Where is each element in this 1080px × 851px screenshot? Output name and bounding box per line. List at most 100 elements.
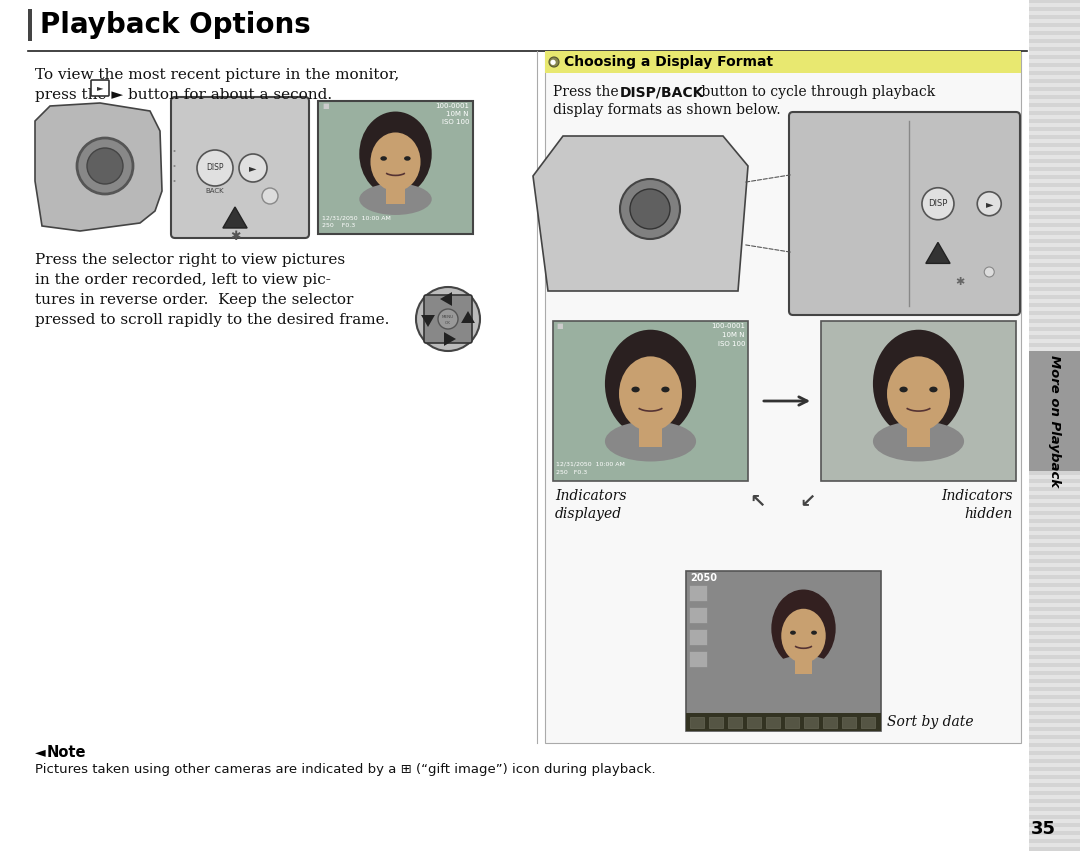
- Bar: [1029, 675, 1080, 679]
- Bar: [1029, 547, 1080, 551]
- Bar: [1029, 183, 1080, 187]
- Circle shape: [630, 189, 670, 229]
- Bar: [1029, 59, 1080, 63]
- Bar: [545, 51, 1021, 73]
- Bar: [1029, 767, 1080, 771]
- Bar: [1029, 543, 1080, 547]
- Circle shape: [922, 188, 954, 220]
- Bar: [1029, 839, 1080, 843]
- Ellipse shape: [360, 183, 432, 215]
- Bar: [1029, 203, 1080, 207]
- Bar: [1029, 655, 1080, 659]
- Bar: [689, 651, 707, 667]
- Text: Sort by date: Sort by date: [887, 715, 974, 729]
- Bar: [1029, 567, 1080, 571]
- Bar: [1029, 775, 1080, 779]
- Circle shape: [416, 287, 480, 351]
- Text: Note: Note: [48, 745, 86, 760]
- Bar: [1029, 379, 1080, 383]
- Bar: [821, 321, 1016, 481]
- Bar: [28, 9, 32, 41]
- Text: 2050: 2050: [690, 573, 717, 583]
- Bar: [1029, 787, 1080, 791]
- Ellipse shape: [771, 655, 836, 685]
- Bar: [1029, 375, 1080, 379]
- Bar: [1029, 147, 1080, 151]
- Text: 12/31/2050  10:00 AM: 12/31/2050 10:00 AM: [322, 215, 391, 220]
- Text: Playback Options: Playback Options: [40, 11, 311, 39]
- Text: More on Playback: More on Playback: [1048, 355, 1061, 487]
- Bar: [1029, 687, 1080, 691]
- Ellipse shape: [370, 133, 420, 191]
- Bar: [1029, 71, 1080, 75]
- Bar: [1029, 223, 1080, 227]
- Bar: [1029, 411, 1080, 415]
- Circle shape: [984, 267, 995, 277]
- Bar: [1029, 559, 1080, 563]
- Bar: [1029, 95, 1080, 99]
- Bar: [766, 717, 780, 728]
- Ellipse shape: [811, 631, 816, 635]
- Bar: [1029, 307, 1080, 311]
- Bar: [1029, 247, 1080, 251]
- Circle shape: [77, 138, 133, 194]
- Bar: [1029, 643, 1080, 647]
- Bar: [1029, 771, 1080, 775]
- Bar: [329, 111, 461, 224]
- Bar: [1029, 215, 1080, 219]
- Bar: [1029, 207, 1080, 211]
- Text: 12/31/2050  10:00 AM: 12/31/2050 10:00 AM: [556, 462, 625, 467]
- Bar: [1029, 747, 1080, 751]
- Bar: [1029, 571, 1080, 575]
- Bar: [1029, 695, 1080, 699]
- Bar: [1029, 555, 1080, 559]
- Bar: [1029, 311, 1080, 315]
- Bar: [1029, 279, 1080, 283]
- Bar: [1029, 155, 1080, 159]
- Text: 10M N: 10M N: [446, 111, 469, 117]
- Bar: [1029, 139, 1080, 143]
- Polygon shape: [35, 103, 162, 231]
- Text: ISO 100: ISO 100: [717, 341, 745, 347]
- Bar: [1029, 63, 1080, 67]
- Bar: [907, 415, 930, 447]
- Text: press the ► button for about a second.: press the ► button for about a second.: [35, 88, 333, 102]
- Bar: [1029, 811, 1080, 815]
- Bar: [1029, 531, 1080, 535]
- Bar: [1029, 79, 1080, 83]
- Text: 250    F0.3: 250 F0.3: [322, 223, 355, 228]
- Bar: [1029, 199, 1080, 203]
- Text: ✱: ✱: [956, 277, 964, 287]
- FancyBboxPatch shape: [789, 112, 1020, 315]
- Bar: [1029, 627, 1080, 631]
- Bar: [1029, 127, 1080, 131]
- Text: ►: ►: [249, 163, 257, 173]
- Bar: [1029, 551, 1080, 555]
- Text: ►: ►: [985, 199, 993, 208]
- Text: ●: ●: [550, 59, 556, 65]
- Bar: [1029, 807, 1080, 811]
- Ellipse shape: [619, 357, 681, 431]
- Bar: [1029, 35, 1080, 39]
- Bar: [1029, 419, 1080, 423]
- Bar: [1029, 31, 1080, 35]
- Bar: [1029, 363, 1080, 367]
- Text: OK: OK: [445, 321, 451, 325]
- Text: ISO 100: ISO 100: [442, 119, 469, 125]
- Bar: [1029, 751, 1080, 755]
- Bar: [1029, 635, 1080, 639]
- Bar: [1029, 7, 1080, 11]
- Bar: [823, 717, 837, 728]
- Bar: [1029, 47, 1080, 51]
- Bar: [1029, 327, 1080, 331]
- Bar: [1029, 631, 1080, 635]
- Bar: [1029, 791, 1080, 795]
- Bar: [1029, 783, 1080, 787]
- Bar: [1029, 623, 1080, 627]
- Bar: [1029, 727, 1080, 731]
- Polygon shape: [534, 136, 748, 291]
- Text: Press the: Press the: [553, 85, 623, 99]
- Text: Indicators
displayed: Indicators displayed: [555, 489, 626, 522]
- Circle shape: [977, 191, 1001, 216]
- FancyBboxPatch shape: [91, 80, 109, 96]
